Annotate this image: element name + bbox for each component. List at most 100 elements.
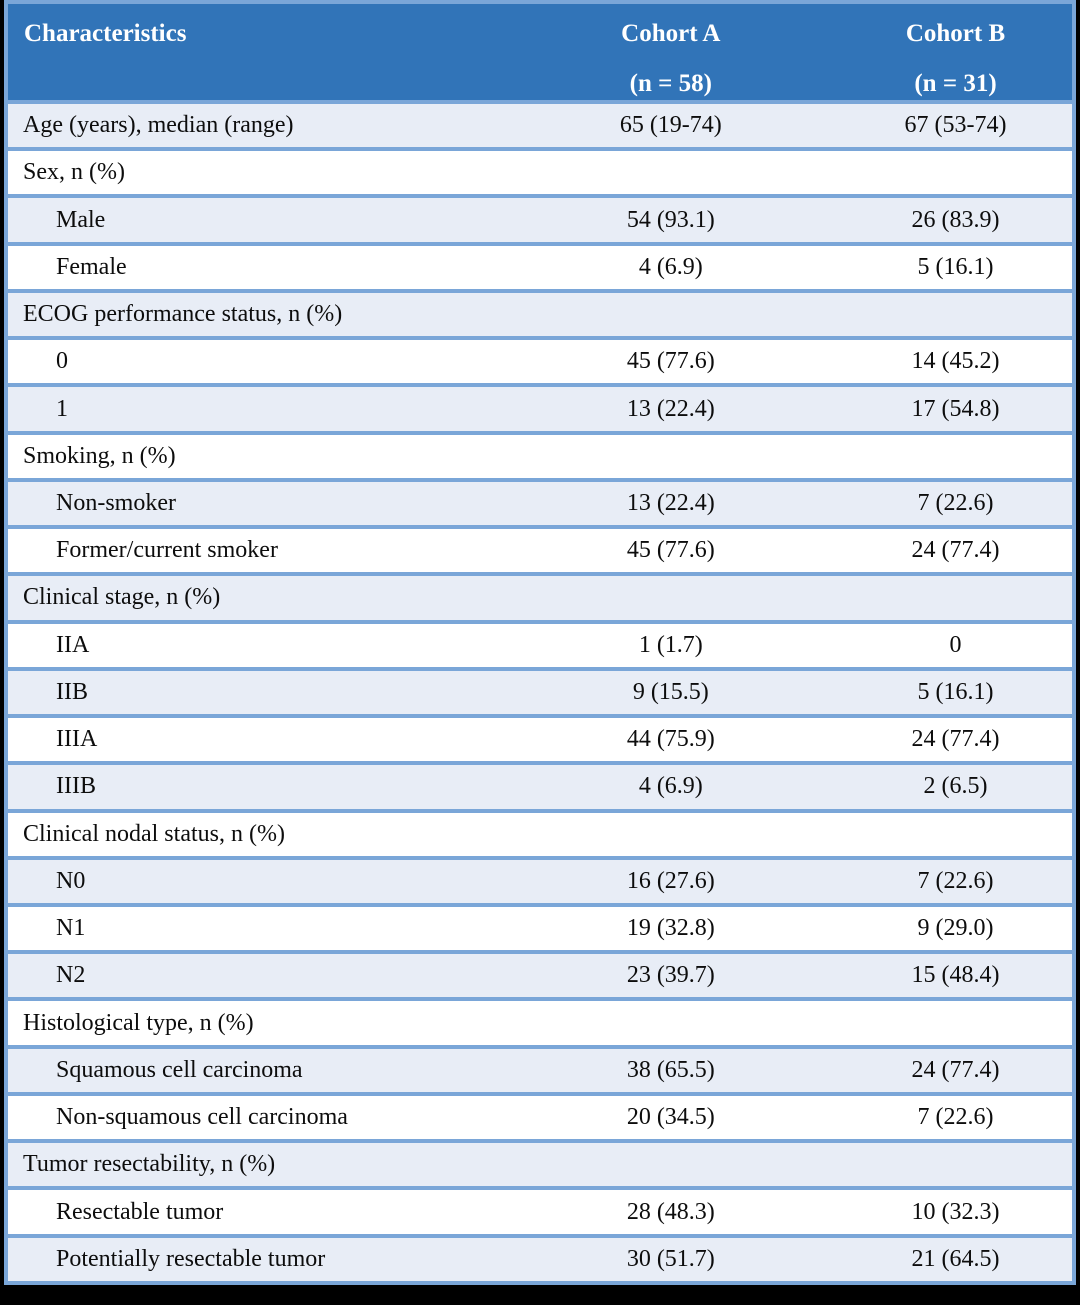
table-row: IIB 9 (15.5) 5 (16.1): [6, 666, 1074, 719]
row-label-cell: N2: [6, 950, 503, 1002]
table-row: Histological type, n (%): [6, 997, 1074, 1049]
row-label-cell: IIIA: [6, 714, 503, 766]
table-row: Non-smoker 13 (22.4) 7 (22.6): [6, 477, 1074, 530]
table-row: Male 54 (93.1) 26 (83.9): [6, 194, 1074, 246]
cohort-a-value-cell: 38 (65.5): [502, 1044, 840, 1096]
column-header-cohort-a: Cohort A (n = 58): [502, 0, 840, 104]
row-label-cell: Former/current smoker: [6, 525, 503, 577]
cohort-b-n: (n = 31): [914, 69, 997, 97]
row-label-cell: Histological type, n (%): [6, 997, 503, 1049]
cohort-b-value-cell: 9 (29.0): [839, 902, 1074, 955]
row-label-cell: IIIB: [6, 761, 503, 813]
cohort-a-value-cell: 54 (93.1): [502, 194, 840, 246]
cohort-a-value-cell: [502, 430, 840, 482]
column-header-characteristics: Characteristics: [6, 0, 503, 104]
row-label-cell: Clinical stage, n (%): [6, 572, 503, 624]
cohort-b-value-cell: 14 (45.2): [839, 336, 1074, 388]
cohort-a-value-cell: 13 (22.4): [502, 477, 840, 530]
cohort-a-value-cell: [502, 808, 840, 860]
row-label-cell: Tumor resectability, n (%): [6, 1139, 503, 1191]
cohort-b-value-cell: 2 (6.5): [839, 761, 1074, 813]
cohort-a-value-cell: 45 (77.6): [502, 336, 840, 388]
characteristics-table-frame: Characteristics Cohort A (n = 58) Cohort…: [4, 0, 1076, 1286]
row-label-cell: IIB: [6, 666, 503, 719]
cohort-a-value-cell: [502, 572, 840, 624]
table-row: Potentially resectable tumor 30 (51.7) 2…: [6, 1233, 1074, 1286]
cohort-b-value-cell: [839, 147, 1074, 199]
row-label-cell: Clinical nodal status, n (%): [6, 808, 503, 860]
cohort-b-value-cell: [839, 288, 1074, 341]
cohort-b-value-cell: 24 (77.4): [839, 1044, 1074, 1096]
cohort-b-value-cell: 21 (64.5): [839, 1233, 1074, 1286]
row-label-cell: ECOG performance status, n (%): [6, 288, 503, 341]
table-row: N2 23 (39.7) 15 (48.4): [6, 950, 1074, 1002]
row-label-cell: Male: [6, 194, 503, 246]
row-label-cell: Age (years), median (range): [6, 99, 503, 152]
row-label-cell: Female: [6, 241, 503, 293]
cohort-a-n: (n = 58): [629, 69, 712, 97]
cohort-b-value-cell: 10 (32.3): [839, 1186, 1074, 1238]
table-row: ECOG performance status, n (%): [6, 288, 1074, 341]
cohort-b-value-cell: 67 (53-74): [839, 99, 1074, 152]
table-row: Clinical stage, n (%): [6, 572, 1074, 624]
cohort-b-value-cell: 15 (48.4): [839, 950, 1074, 1002]
cohort-a-value-cell: [502, 1139, 840, 1191]
cohort-b-value-cell: 0: [839, 619, 1074, 671]
row-label-cell: Potentially resectable tumor: [6, 1233, 503, 1286]
table-row: Clinical nodal status, n (%): [6, 808, 1074, 860]
cohort-b-value-cell: [839, 430, 1074, 482]
cohort-a-value-cell: [502, 147, 840, 199]
cohort-b-name: Cohort B: [905, 20, 1006, 47]
row-label-cell: Sex, n (%): [6, 147, 503, 199]
cohort-b-value-cell: 7 (22.6): [839, 855, 1074, 907]
cohort-a-value-cell: 23 (39.7): [502, 950, 840, 1002]
cohort-b-value-cell: 24 (77.4): [839, 525, 1074, 577]
table-row: Resectable tumor 28 (48.3) 10 (32.3): [6, 1186, 1074, 1238]
row-label-cell: Smoking, n (%): [6, 430, 503, 482]
row-label-cell: Non-smoker: [6, 477, 503, 530]
cohort-b-value-cell: 17 (54.8): [839, 383, 1074, 435]
table-row: Sex, n (%): [6, 147, 1074, 199]
cohort-a-value-cell: 45 (77.6): [502, 525, 840, 577]
table-row: 1 13 (22.4) 17 (54.8): [6, 383, 1074, 435]
cohort-b-value-cell: 24 (77.4): [839, 714, 1074, 766]
cohort-a-value-cell: 9 (15.5): [502, 666, 840, 719]
header-row: Characteristics Cohort A (n = 58) Cohort…: [6, 0, 1074, 104]
table-row: Former/current smoker 45 (77.6) 24 (77.4…: [6, 525, 1074, 577]
cohort-b-value-cell: 5 (16.1): [839, 241, 1074, 293]
cohort-a-value-cell: 1 (1.7): [502, 619, 840, 671]
cohort-a-value-cell: 19 (32.8): [502, 902, 840, 955]
cohort-a-value-cell: 16 (27.6): [502, 855, 840, 907]
table-row: Non-squamous cell carcinoma 20 (34.5) 7 …: [6, 1091, 1074, 1144]
row-label-cell: IIA: [6, 619, 503, 671]
table-row: Squamous cell carcinoma 38 (65.5) 24 (77…: [6, 1044, 1074, 1096]
row-label-cell: Resectable tumor: [6, 1186, 503, 1238]
table-row: Age (years), median (range) 65 (19-74) 6…: [6, 99, 1074, 152]
table-row: Female 4 (6.9) 5 (16.1): [6, 241, 1074, 293]
cohort-a-value-cell: 4 (6.9): [502, 241, 840, 293]
row-label-cell: N0: [6, 855, 503, 907]
cohort-a-value-cell: [502, 997, 840, 1049]
cohort-b-value-cell: [839, 1139, 1074, 1191]
table-row: IIIA 44 (75.9) 24 (77.4): [6, 714, 1074, 766]
cohort-b-value-cell: [839, 572, 1074, 624]
cohort-b-value-cell: 5 (16.1): [839, 666, 1074, 719]
cohort-a-value-cell: 20 (34.5): [502, 1091, 840, 1144]
characteristics-table: Characteristics Cohort A (n = 58) Cohort…: [4, 0, 1076, 1286]
cohort-a-value-cell: 44 (75.9): [502, 714, 840, 766]
cohort-a-name: Cohort A: [621, 20, 721, 47]
table-row: 0 45 (77.6) 14 (45.2): [6, 336, 1074, 388]
row-label-cell: 1: [6, 383, 503, 435]
row-label-cell: Squamous cell carcinoma: [6, 1044, 503, 1096]
row-label-cell: N1: [6, 902, 503, 955]
table-row: IIIB 4 (6.9) 2 (6.5): [6, 761, 1074, 813]
table-row: N0 16 (27.6) 7 (22.6): [6, 855, 1074, 907]
cohort-b-value-cell: 7 (22.6): [839, 1091, 1074, 1144]
cohort-b-value-cell: [839, 808, 1074, 860]
table-row: N1 19 (32.8) 9 (29.0): [6, 902, 1074, 955]
column-header-characteristics-label: Characteristics: [24, 20, 187, 47]
cohort-a-value-cell: 28 (48.3): [502, 1186, 840, 1238]
table-row: Smoking, n (%): [6, 430, 1074, 482]
cohort-b-value-cell: 7 (22.6): [839, 477, 1074, 530]
table-row: IIA 1 (1.7) 0: [6, 619, 1074, 671]
